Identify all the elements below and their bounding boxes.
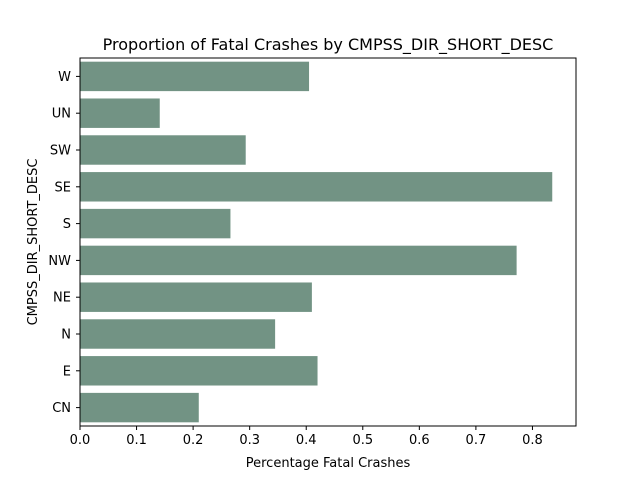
x-axis-label: Percentage Fatal Crashes	[246, 456, 411, 471]
bar-sw	[80, 135, 246, 165]
y-tick-label: SW	[50, 144, 71, 159]
bar-s	[80, 208, 231, 239]
y-tick-label: CN	[52, 401, 71, 416]
x-tick-label: 0.3	[239, 433, 260, 448]
bar-un	[80, 98, 160, 128]
plot-frame	[79, 57, 577, 427]
bar-ne	[80, 282, 312, 312]
x-tick-label: 0.5	[352, 433, 373, 448]
bars-group	[80, 61, 553, 423]
y-tick-label: N	[61, 328, 71, 343]
y-tick-label: UN	[52, 107, 71, 122]
bar-e	[80, 356, 318, 386]
y-tick-label: SE	[55, 180, 71, 195]
bar-se	[80, 172, 553, 202]
bar-w	[80, 61, 310, 92]
x-tick-label: 0.0	[70, 433, 91, 448]
x-tick-label: 0.7	[466, 433, 487, 448]
chart-title: Proportion of Fatal Crashes by CMPSS_DIR…	[103, 35, 554, 55]
x-tick-label: 0.6	[409, 433, 430, 448]
y-tick-label: W	[58, 70, 71, 85]
x-tick-label: 0.2	[183, 433, 204, 448]
bar-nw	[80, 245, 517, 276]
bar-cn	[80, 392, 199, 423]
x-tick-label: 0.1	[126, 433, 147, 448]
y-axis-label: CMPSS_DIR_SHORT_DESC	[26, 159, 41, 326]
x-tick-label: 0.8	[522, 433, 543, 448]
y-axis: CN E N NE NW S SE SW UN W	[48, 70, 80, 416]
bar-n	[80, 319, 276, 349]
y-tick-label: NE	[53, 291, 71, 306]
y-tick-label: E	[63, 364, 71, 379]
x-tick-label: 0.4	[296, 433, 317, 448]
x-axis: 0.0 0.1 0.2 0.3 0.4 0.5 0.6 0.7 0.8	[70, 426, 543, 448]
y-tick-label: S	[63, 217, 71, 232]
y-tick-label: NW	[48, 254, 71, 269]
